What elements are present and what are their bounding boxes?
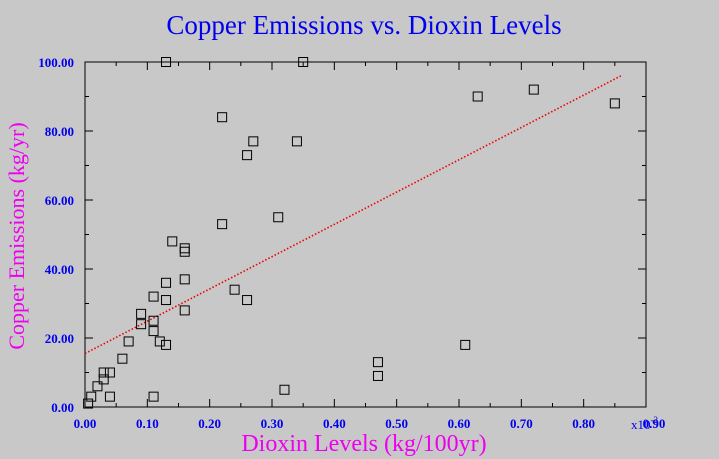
data-point <box>217 219 228 230</box>
data-point <box>609 98 620 109</box>
data-point <box>148 391 159 402</box>
data-point <box>167 236 178 247</box>
data-point <box>217 112 228 123</box>
data-point <box>98 374 109 385</box>
x-axis-multiplier-base: x10 <box>631 417 651 432</box>
trendline-layer <box>84 75 622 355</box>
y-tick-label: 100.00 <box>38 55 74 70</box>
data-point <box>161 295 172 306</box>
x-tick-label: 0.40 <box>323 416 346 431</box>
x-tick-label: 0.20 <box>198 416 221 431</box>
x-tick-label: 0.60 <box>448 416 471 431</box>
data-point <box>92 381 103 392</box>
data-point <box>136 308 147 319</box>
data-point <box>136 319 147 330</box>
data-point <box>472 91 483 102</box>
data-point <box>161 277 172 288</box>
data-point <box>104 367 115 378</box>
data-point <box>298 57 309 67</box>
x-tick-label: 0.70 <box>510 416 533 431</box>
y-tick-label: 60.00 <box>45 193 74 208</box>
y-axis: 0.00 20.00 40.00 60.00 80.00 100.00 <box>38 55 646 415</box>
data-point <box>179 274 190 285</box>
y-tick-label: 20.00 <box>45 331 74 346</box>
data-point <box>117 353 128 364</box>
x-tick-label: 0.50 <box>385 416 408 431</box>
data-point <box>161 339 172 350</box>
y-tick-label: 80.00 <box>45 124 74 139</box>
data-point <box>86 391 97 402</box>
data-point <box>291 136 302 147</box>
data-point <box>148 326 159 337</box>
data-point <box>104 391 115 402</box>
data-point <box>242 150 253 161</box>
data-point <box>98 367 109 378</box>
data-point <box>179 243 190 254</box>
data-point <box>229 284 240 295</box>
data-point <box>83 398 94 409</box>
data-point <box>148 315 159 326</box>
data-point <box>248 136 259 147</box>
data-point <box>123 336 134 347</box>
data-point <box>372 370 383 381</box>
x-axis-label: Dioxin Levels (kg/100yr) <box>241 431 486 457</box>
x-axis: 0.00 0.10 0.20 0.30 0.40 0.50 0.60 0.70 0.80 0.90 <box>74 62 666 431</box>
x-tick-label: 0.00 <box>74 416 97 431</box>
x-tick-label: 0.80 <box>572 416 595 431</box>
data-point <box>161 57 172 67</box>
data-point <box>273 212 284 223</box>
data-point <box>179 246 190 257</box>
chart-title: Copper Emissions vs. Dioxin Levels <box>166 10 561 40</box>
points-layer <box>83 57 620 409</box>
data-point <box>154 336 165 347</box>
plot-area <box>84 61 647 408</box>
x-tick-label: 0.30 <box>261 416 284 431</box>
data-point <box>242 295 253 306</box>
y-tick-label: 0.00 <box>51 400 74 415</box>
x-tick-label: 0.10 <box>136 416 159 431</box>
data-point <box>372 357 383 368</box>
trendline <box>84 75 622 355</box>
data-point <box>179 305 190 316</box>
data-point <box>148 291 159 302</box>
y-axis-label: Copper Emissions (kg/yr) <box>4 122 29 349</box>
data-point <box>460 339 471 350</box>
data-point <box>528 84 539 95</box>
x-tick-label: 0.90 <box>643 416 666 431</box>
x-axis-multiplier: x10-2 <box>631 415 658 432</box>
x-axis-multiplier-exponent: -2 <box>651 415 659 425</box>
y-tick-label: 40.00 <box>45 262 74 277</box>
data-point <box>279 384 290 395</box>
